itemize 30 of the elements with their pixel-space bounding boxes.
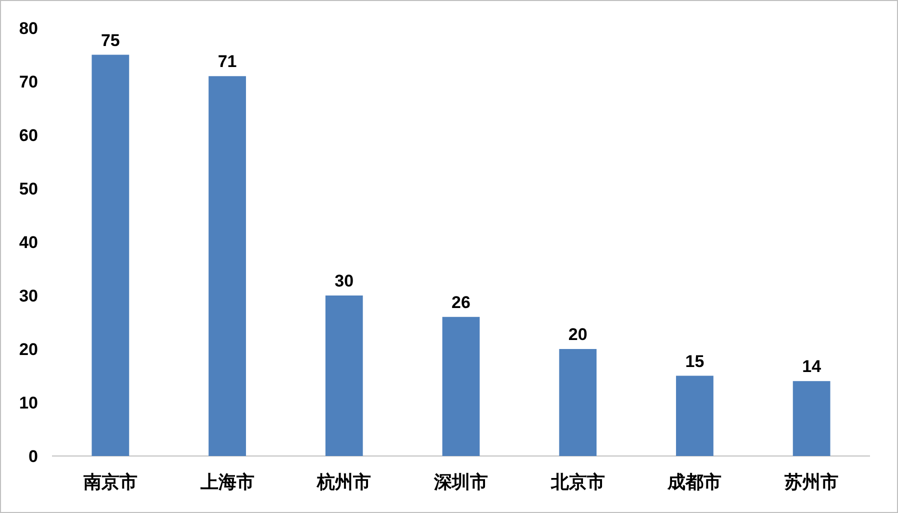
data-label: 75 — [100, 30, 120, 50]
bar — [559, 349, 597, 456]
x-tick-label: 上海市 — [199, 472, 254, 492]
y-tick-label: 0 — [28, 447, 38, 466]
y-tick-label: 50 — [19, 180, 38, 198]
y-tick-label: 20 — [19, 340, 38, 359]
data-label: 14 — [802, 357, 822, 376]
y-tick-label: 40 — [19, 233, 38, 252]
y-tick-label: 30 — [19, 286, 38, 306]
bar — [208, 76, 246, 456]
x-tick-label: 深圳市 — [433, 472, 488, 492]
x-tick-label: 杭州市 — [316, 472, 372, 492]
x-tick-label: 苏州市 — [784, 472, 839, 492]
x-tick-label: 北京市 — [550, 472, 605, 492]
bar — [92, 54, 130, 456]
data-label: 20 — [568, 325, 588, 344]
y-tick-label: 70 — [19, 72, 38, 92]
data-label: 26 — [452, 292, 470, 312]
y-tick-label: 10 — [19, 394, 38, 412]
bar — [792, 381, 830, 456]
x-tick-label: 南京市 — [82, 472, 138, 492]
bar — [676, 376, 714, 456]
bar — [325, 296, 363, 456]
data-label: 71 — [218, 52, 237, 72]
data-label: 30 — [334, 272, 354, 290]
data-label: 15 — [685, 352, 704, 371]
y-tick-label: 80 — [19, 19, 38, 38]
bar — [442, 316, 480, 456]
x-tick-label: 成都市 — [666, 472, 722, 492]
y-tick-label: 60 — [19, 126, 38, 145]
